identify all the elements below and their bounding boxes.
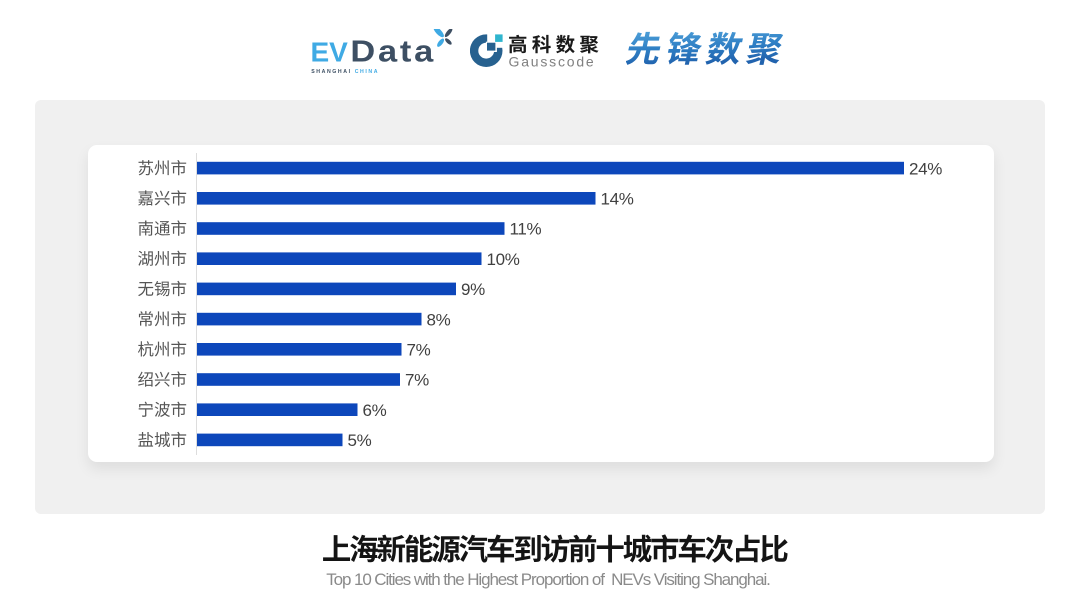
- svg-text:7%: 7%: [407, 340, 431, 359]
- svg-text:5%: 5%: [348, 431, 372, 450]
- svg-text:Data: Data: [350, 33, 436, 68]
- svg-text:7%: 7%: [405, 370, 429, 389]
- svg-text:14%: 14%: [601, 189, 634, 208]
- svg-text:10%: 10%: [487, 249, 520, 268]
- svg-text:9%: 9%: [461, 280, 485, 299]
- svg-text:SHANGHAI CHINA: SHANGHAI CHINA: [311, 69, 379, 75]
- svg-text:24%: 24%: [909, 159, 942, 178]
- svg-text:6%: 6%: [363, 400, 387, 419]
- svg-text:8%: 8%: [427, 310, 451, 329]
- svg-text:Gausscode: Gausscode: [509, 54, 596, 70]
- svg-text:EV: EV: [311, 36, 348, 67]
- svg-text:11%: 11%: [510, 219, 542, 238]
